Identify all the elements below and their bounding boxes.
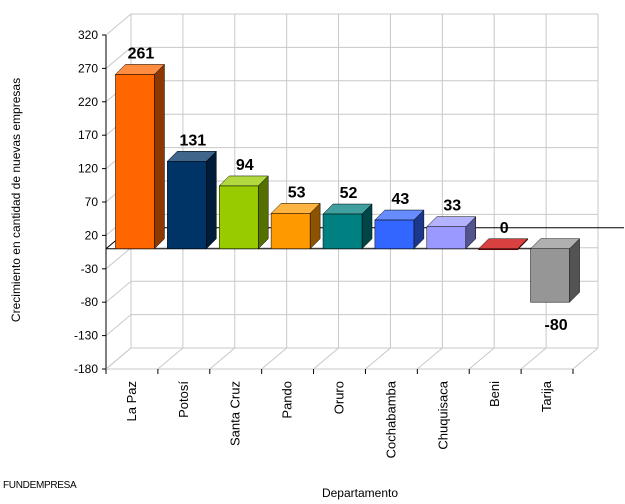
x-tick-label: Cochabamba: [383, 380, 398, 458]
bar-tarija: [529, 238, 581, 303]
bar: [530, 248, 570, 303]
bar: [115, 74, 155, 250]
x-tick-label: Tarija: [539, 380, 554, 412]
bar-side: [257, 175, 269, 250]
y-tick-label: 120: [78, 162, 98, 176]
y-tick-label: 20: [85, 228, 99, 242]
floor-gridline: [572, 347, 599, 370]
bar: [322, 213, 363, 250]
y-tick-label: 320: [78, 28, 98, 42]
bar: [167, 161, 207, 250]
x-tick-label: Pando: [280, 381, 295, 419]
x-tick-labels: La Paz Potosí Santa Cruz Pando Oruro Cochabam…: [124, 380, 554, 458]
data-label: 53: [288, 184, 306, 201]
data-label: 43: [391, 191, 409, 208]
x-tick-label: Potosí: [176, 381, 191, 418]
x-tick-label: La Paz: [124, 381, 139, 421]
bar-beni: [478, 238, 529, 251]
gridline-diagonal: [105, 13, 132, 36]
data-label: -80: [544, 317, 567, 334]
y-tick-label: 270: [78, 61, 98, 75]
floor-gridline: [365, 347, 391, 370]
bar-side: [206, 150, 217, 250]
x-tick-label: Santa Cruz: [228, 381, 243, 446]
y-tick-label: -80: [81, 295, 99, 309]
data-label: 0: [500, 220, 509, 237]
bars: [114, 63, 581, 303]
bar-potos-: [166, 150, 217, 250]
floor-gridline: [468, 347, 495, 370]
x-axis-title: Departamento: [322, 486, 398, 500]
x-tick-label: Chuquisaca: [435, 380, 450, 449]
data-labels: 261 131 94 53 52 43 33 0 -80: [128, 45, 568, 334]
y-tick-label: 170: [78, 128, 98, 142]
data-label: 52: [340, 185, 358, 202]
bar: [478, 248, 518, 251]
floor-gridline: [261, 347, 287, 370]
data-label: 261: [128, 45, 155, 62]
bar-side: [569, 238, 580, 303]
data-label: 33: [443, 198, 461, 215]
source-note: FUNDEMPRESA: [3, 480, 77, 491]
data-label: 94: [236, 157, 254, 174]
floor-gridline: [417, 347, 443, 370]
bar-pando: [270, 202, 321, 250]
data-label: 131: [179, 132, 206, 149]
bar-la-paz: [114, 63, 166, 250]
floor-gridline: [313, 347, 339, 370]
gridline-diagonal: [105, 314, 132, 336]
gridline-diagonal: [105, 247, 132, 270]
floor-gridline: [520, 347, 547, 370]
y-tick-label: 70: [85, 195, 99, 209]
bar: [218, 185, 259, 250]
bar-oruro: [322, 203, 373, 250]
y-tick-label: 220: [78, 95, 98, 109]
floor-gridline: [105, 347, 132, 370]
y-tick-label: -130: [74, 329, 98, 343]
gridline-diagonal: [105, 47, 132, 69]
bar: [374, 219, 415, 250]
x-tick-label: Beni: [487, 381, 502, 407]
floor-gridline: [157, 347, 184, 370]
floor-gridline: [209, 347, 236, 370]
y-tick-labels: 320 270 220 170 120 70 20 -30 -80 -130 -180: [74, 28, 98, 376]
bar: [426, 226, 467, 250]
bar-cochabamba: [374, 209, 425, 250]
y-tick-label: -30: [81, 262, 99, 276]
x-tick-label: Oruro: [332, 381, 347, 414]
bar-santa-cruz: [218, 175, 269, 250]
gridline-diagonal: [105, 280, 132, 303]
bar-chuquisaca: [426, 216, 477, 250]
bar: [270, 213, 311, 250]
y-axis-title: Crecimiento en cantidad de nuevas empres…: [9, 78, 23, 322]
bar-side: [154, 63, 165, 250]
y-tick-label: -180: [74, 362, 98, 376]
